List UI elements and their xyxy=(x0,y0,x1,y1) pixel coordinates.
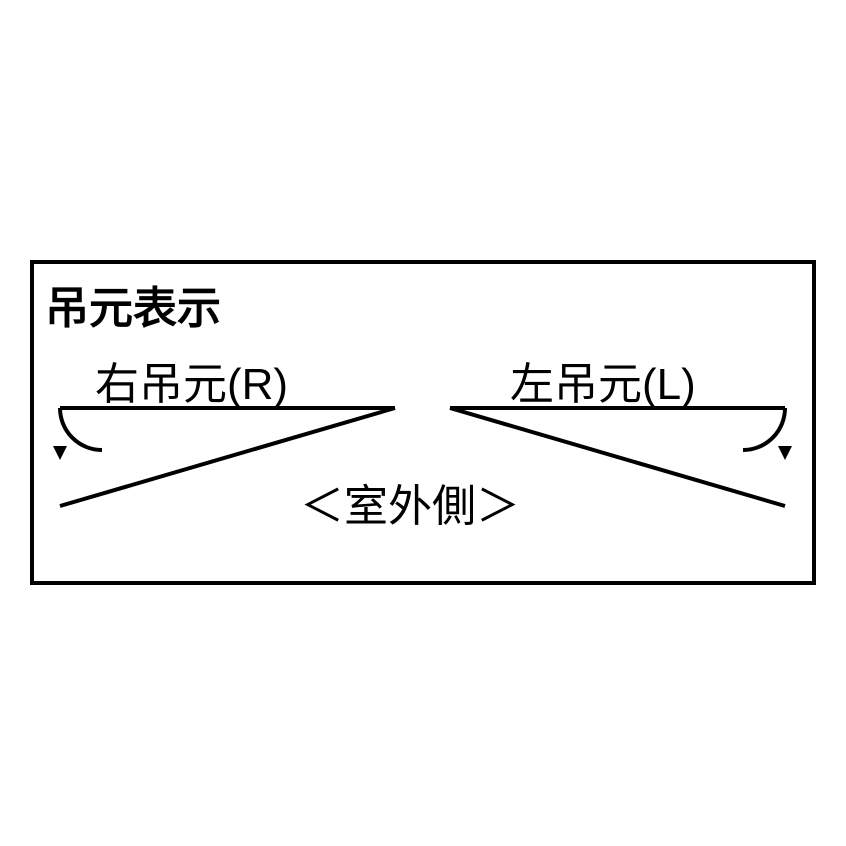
right-hinge-label: 右吊元(R) xyxy=(95,348,288,412)
title-label: 吊元表示 xyxy=(45,272,221,336)
diagram-canvas: 吊元表示 右吊元(R) 左吊元(L) ＜室外側＞ xyxy=(0,0,846,846)
left-hinge-label: 左吊元(L) xyxy=(510,348,696,412)
outdoor-side-label: ＜室外側＞ xyxy=(300,470,520,534)
